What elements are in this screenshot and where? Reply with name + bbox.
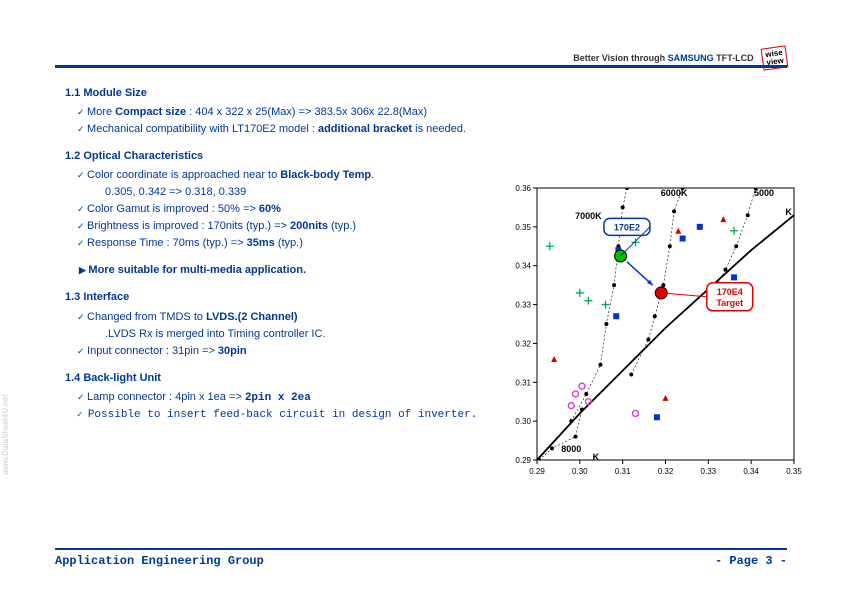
svg-text:7000K: 7000K bbox=[575, 211, 602, 221]
footer-right: - Page 3 - bbox=[715, 554, 787, 568]
s14-item-2: Possible to insert feed-back circuit in … bbox=[77, 407, 485, 424]
svg-text:170E2: 170E2 bbox=[614, 222, 640, 232]
content: 1.1 Module Size More Compact size : 404 … bbox=[65, 85, 485, 434]
cie-chart: 0.29 0.30 0.31 0.32 0.33 0.34 0.35 0.29 0.30 0.31… bbox=[502, 180, 802, 480]
s11-item-1: More Compact size : 404 x 322 x 25(Max) … bbox=[77, 104, 485, 121]
watermark: www.DataSheet4U.net bbox=[1, 395, 10, 476]
svg-text:0.33: 0.33 bbox=[515, 301, 531, 310]
svg-text:0.35: 0.35 bbox=[515, 223, 531, 232]
svg-text:K: K bbox=[785, 207, 792, 217]
svg-text:170E4: 170E4 bbox=[717, 287, 743, 297]
tagline-prefix: Better Vision through bbox=[573, 53, 667, 63]
svg-text:0.33: 0.33 bbox=[701, 467, 717, 476]
s13-item-2: Input connector : 31pin => 30pin bbox=[77, 343, 485, 360]
svg-text:0.35: 0.35 bbox=[786, 467, 802, 476]
svg-text:0.36: 0.36 bbox=[515, 184, 531, 193]
s11-item-2: Mechanical compatibility with LT170E2 mo… bbox=[77, 121, 485, 138]
svg-text:0.34: 0.34 bbox=[743, 467, 759, 476]
header-tagline: Better Vision through SAMSUNG TFT-LCD wi… bbox=[573, 47, 787, 69]
svg-text:0.31: 0.31 bbox=[515, 378, 531, 387]
svg-text:0.29: 0.29 bbox=[529, 467, 545, 476]
s12-arrow-line: More suitable for multi-media applicatio… bbox=[79, 262, 485, 279]
section-1-1-title: 1.1 Module Size bbox=[65, 85, 485, 102]
svg-text:0.31: 0.31 bbox=[615, 467, 631, 476]
s12-item-3: Brightness is improved : 170nits (typ.) … bbox=[77, 218, 485, 235]
svg-text:0.30: 0.30 bbox=[572, 467, 588, 476]
svg-text:8000: 8000 bbox=[561, 444, 581, 454]
section-1-3-title: 1.3 Interface bbox=[65, 289, 485, 306]
tagline-suffix: TFT-LCD bbox=[714, 53, 754, 63]
svg-text:5000: 5000 bbox=[754, 188, 774, 198]
section-1-2-title: 1.2 Optical Characteristics bbox=[65, 148, 485, 165]
svg-text:0.34: 0.34 bbox=[515, 262, 531, 271]
svg-text:Target: Target bbox=[716, 298, 743, 308]
footer-rule bbox=[55, 548, 787, 550]
svg-text:6000K: 6000K bbox=[661, 188, 688, 198]
footer-left: Application Engineering Group bbox=[55, 554, 264, 568]
s13-item-1: Changed from TMDS to LVDS.(2 Channel).LV… bbox=[77, 309, 485, 343]
svg-text:0.30: 0.30 bbox=[515, 417, 531, 426]
tagline-brand: SAMSUNG bbox=[668, 53, 714, 63]
svg-text:0.32: 0.32 bbox=[515, 339, 531, 348]
svg-text:K: K bbox=[593, 452, 600, 462]
s12-item-2: Color Gamut is improved : 50% => 60% bbox=[77, 201, 485, 218]
wiseview-logo: wiseview bbox=[760, 45, 788, 70]
section-1-4-title: 1.4 Back-light Unit bbox=[65, 370, 485, 387]
page: Better Vision through SAMSUNG TFT-LCD wi… bbox=[0, 0, 842, 595]
svg-text:0.29: 0.29 bbox=[515, 456, 531, 465]
s14-item-1: Lamp connector : 4pin x 1ea => 2pin x 2e… bbox=[77, 389, 485, 407]
svg-text:0.32: 0.32 bbox=[658, 467, 674, 476]
s12-item-1: Color coordinate is approached near to B… bbox=[77, 167, 485, 201]
s12-item-4: Response Time : 70ms (typ.) => 35ms (typ… bbox=[77, 235, 485, 252]
